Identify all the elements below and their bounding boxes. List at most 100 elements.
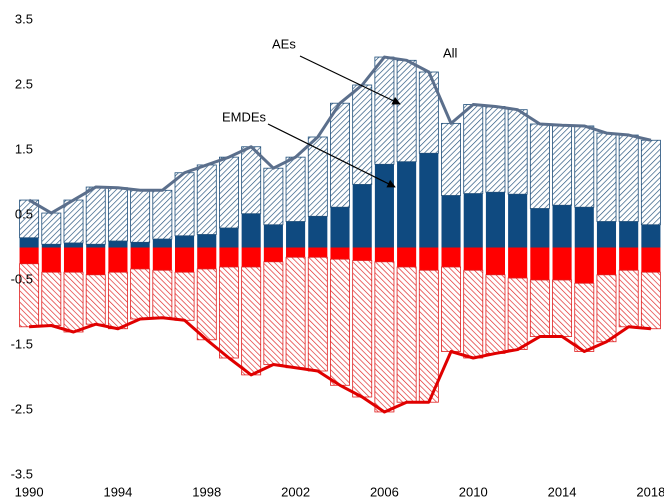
bar <box>196 164 217 235</box>
bar <box>107 187 128 242</box>
bar <box>85 186 106 245</box>
bar <box>596 274 617 343</box>
bar <box>374 261 395 413</box>
bar <box>285 156 306 222</box>
bar <box>174 271 195 321</box>
bar <box>529 123 550 209</box>
y-tick-label: 1.5 <box>15 141 33 156</box>
bar <box>63 199 84 244</box>
bar <box>552 279 573 337</box>
bar <box>352 84 373 185</box>
bar <box>330 258 350 386</box>
bar <box>352 260 373 398</box>
x-tick-label: 2002 <box>281 484 310 499</box>
x-tick-label: 1998 <box>192 484 221 499</box>
bar <box>596 221 617 248</box>
bar <box>441 195 461 248</box>
bar <box>485 192 505 248</box>
bar <box>330 247 350 260</box>
bar <box>374 164 394 248</box>
bar <box>507 277 528 350</box>
bar <box>263 247 283 262</box>
bar <box>130 242 150 248</box>
bar <box>86 244 106 248</box>
bar <box>63 242 84 248</box>
bar <box>619 247 639 271</box>
bar <box>174 172 195 237</box>
bar <box>508 194 528 248</box>
x-tick-label: 2018 <box>636 484 664 499</box>
bar <box>463 269 484 359</box>
bar <box>19 237 39 248</box>
bar <box>41 212 62 245</box>
bar <box>529 279 550 337</box>
total-line <box>28 55 652 215</box>
bar <box>85 274 106 325</box>
bar <box>197 234 217 248</box>
y-tick-label: -2.5 <box>11 401 33 416</box>
y-tick-label: 3.5 <box>15 11 33 26</box>
x-tick-label: 2014 <box>548 484 577 499</box>
bar <box>130 247 150 269</box>
bar <box>285 256 306 369</box>
bar <box>108 247 128 273</box>
annotation: All <box>443 45 458 60</box>
bar <box>574 247 594 284</box>
bar <box>552 205 572 248</box>
bar <box>196 268 217 341</box>
bar <box>152 239 172 248</box>
bar <box>396 266 417 403</box>
bar <box>463 247 483 271</box>
annotation-arrow <box>299 55 401 105</box>
bar <box>441 266 461 352</box>
bar <box>397 161 417 248</box>
y-tick-label: -0.5 <box>11 271 33 286</box>
bar <box>219 228 239 248</box>
bar <box>640 271 661 330</box>
bar <box>352 247 372 261</box>
bar <box>463 193 483 248</box>
bar <box>19 247 39 264</box>
bar <box>152 269 173 319</box>
bar <box>619 221 639 248</box>
bar <box>197 247 217 269</box>
bar <box>41 247 61 273</box>
bar <box>63 271 84 333</box>
bar <box>397 247 417 267</box>
bar <box>508 247 528 279</box>
bar <box>107 271 128 330</box>
y-tick-label: 0.5 <box>15 206 33 221</box>
bar <box>41 271 62 326</box>
y-tick-label: -1.5 <box>11 336 33 351</box>
bar <box>441 247 461 267</box>
annotation: AEs <box>272 36 296 51</box>
bar <box>441 122 461 196</box>
bar <box>640 139 661 226</box>
bar <box>108 241 128 248</box>
bar <box>241 213 261 248</box>
bar <box>374 247 394 262</box>
bar <box>41 244 61 248</box>
bar <box>241 266 262 376</box>
bar <box>419 153 439 248</box>
bar <box>485 106 506 193</box>
bar <box>641 224 661 248</box>
bar <box>241 146 262 215</box>
bar <box>63 247 84 273</box>
x-tick-label: 2006 <box>370 484 399 499</box>
bar <box>574 282 595 352</box>
y-tick-label: 2.5 <box>15 76 33 91</box>
bar <box>308 216 328 248</box>
bar <box>263 224 283 248</box>
annotation: EMDEs <box>222 109 267 124</box>
bar <box>330 102 350 208</box>
bar <box>596 247 617 275</box>
annotation-arrow <box>267 123 396 188</box>
bar <box>286 247 306 258</box>
bar <box>641 247 661 273</box>
bar <box>175 247 195 273</box>
bar <box>552 247 572 280</box>
bar <box>396 59 417 163</box>
bar <box>307 256 328 372</box>
